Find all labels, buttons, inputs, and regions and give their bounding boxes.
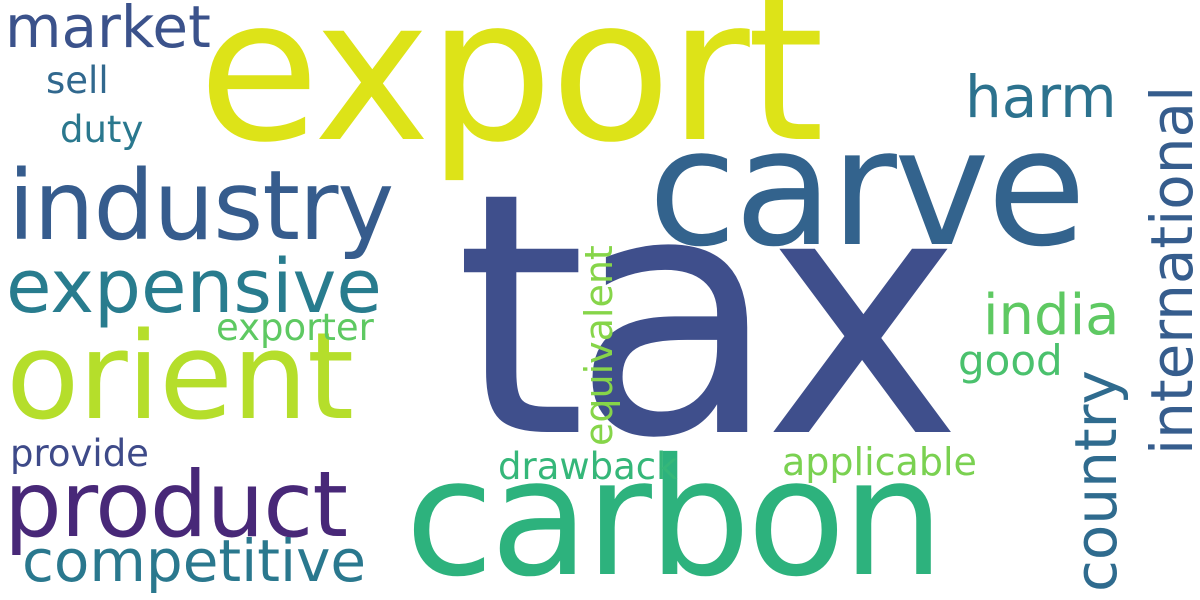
word-provide: provide [10, 432, 149, 475]
word-competitive: competitive [22, 527, 367, 595]
word-tax: tax [455, 122, 962, 512]
word-export: export [198, 0, 824, 186]
word-country: country [1062, 370, 1130, 592]
word-duty: duty [60, 108, 144, 151]
word-carve: carve [648, 95, 1086, 283]
word-harm: harm [965, 63, 1117, 131]
word-sell: sell [46, 59, 109, 102]
word-international: international [1138, 85, 1200, 455]
word-exporter: exporter [216, 306, 374, 349]
word-equivalent: equivalent [577, 245, 621, 446]
word-market: market [5, 0, 211, 61]
word-carbon: carbon [405, 425, 945, 600]
word-product: product [4, 453, 348, 558]
word-industry: industry [8, 150, 394, 262]
word-drawback: drawback [498, 445, 678, 488]
word-good: good [958, 336, 1063, 385]
word-applicable: applicable [782, 440, 977, 484]
word-india-label: india [983, 283, 1120, 348]
word-expensive: expensive [6, 244, 382, 330]
word-orient: orient [6, 308, 354, 447]
